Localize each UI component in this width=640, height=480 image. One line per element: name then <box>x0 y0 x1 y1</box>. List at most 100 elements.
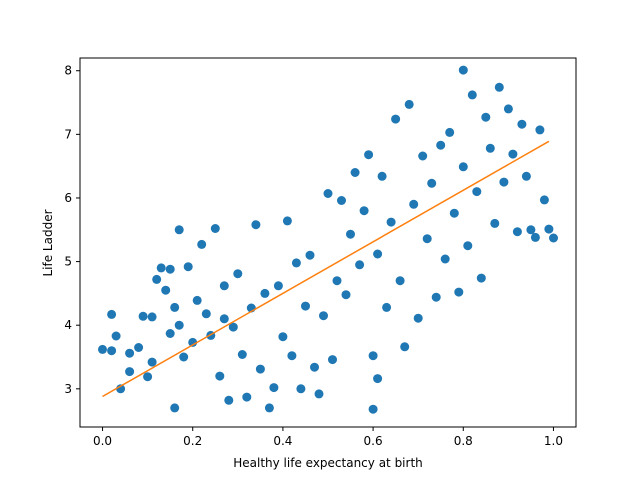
scatter-point <box>382 302 392 312</box>
y-tick-label: 3 <box>64 382 72 396</box>
scatter-point <box>373 374 383 384</box>
x-tick-label: 0.0 <box>93 434 112 448</box>
y-tick-label: 8 <box>64 64 72 78</box>
scatter-point <box>359 206 369 216</box>
scatter-point <box>323 189 333 198</box>
points-layer <box>98 65 558 414</box>
scatter-point <box>188 337 198 347</box>
scatter-point <box>490 218 500 228</box>
scatter-point <box>278 332 288 342</box>
scatter-point <box>476 273 486 283</box>
x-tick-label: 0.2 <box>183 434 202 448</box>
scatter-point <box>454 287 464 297</box>
scatter-point <box>481 112 491 122</box>
scatter-point <box>346 229 355 239</box>
scatter-point <box>125 367 135 377</box>
y-tick-label: 4 <box>64 318 72 332</box>
scatter-point <box>427 178 437 188</box>
scatter-point <box>161 285 171 295</box>
scatter-point <box>377 171 387 181</box>
scatter-point <box>508 149 518 159</box>
scatter-point <box>107 309 117 319</box>
scatter-point <box>165 264 175 274</box>
scatter-point <box>156 263 166 273</box>
scatter-point <box>282 216 292 226</box>
scatter-point <box>418 151 428 161</box>
scatter-point <box>422 234 432 244</box>
scatter-point <box>467 90 477 100</box>
scatter-point <box>179 352 189 362</box>
scatter-point <box>242 392 252 402</box>
scatter-point <box>251 220 261 230</box>
scatter-point <box>233 269 243 279</box>
x-tick-label: 0.6 <box>364 434 383 448</box>
x-tick-label: 1.0 <box>544 434 563 448</box>
scatter-point <box>368 404 378 414</box>
x-tick-label: 0.4 <box>273 434 292 448</box>
scatter-point <box>291 258 301 268</box>
fit-line <box>102 140 550 398</box>
scatter-point <box>472 187 482 197</box>
scatter-point <box>458 65 468 75</box>
scatter-point <box>125 348 135 358</box>
scatter-point <box>350 168 360 177</box>
scatter-point <box>219 281 229 291</box>
y-axis-ticks: 3 4 5 6 7 8 <box>64 64 80 396</box>
scatter-point <box>305 250 315 260</box>
scatter-point <box>287 351 297 361</box>
scatter-point <box>310 362 319 372</box>
scatter-point <box>535 125 545 135</box>
scatter-point <box>228 322 238 332</box>
scatter-point <box>273 281 283 291</box>
scatter-point <box>147 312 157 322</box>
scatter-point <box>319 311 328 321</box>
plot-frame <box>79 57 577 428</box>
y-tick-label: 7 <box>64 127 72 141</box>
scatter-point <box>301 301 310 311</box>
scatter-point <box>404 99 414 109</box>
scatter-point <box>463 241 473 251</box>
scatter-point <box>264 403 274 413</box>
y-tick-label: 6 <box>64 191 72 205</box>
scatter-point <box>530 232 540 242</box>
x-tick-label: 0.8 <box>454 434 473 448</box>
scatter-point <box>170 302 180 312</box>
scatter-point <box>237 350 247 359</box>
scatter-point <box>512 227 522 237</box>
x-axis-label: Healthy life expectancy at birth <box>233 456 423 470</box>
scatter-point <box>116 384 126 394</box>
scatter-point <box>449 208 459 218</box>
scatter-point <box>215 371 225 381</box>
scatter-point <box>138 311 148 321</box>
scatter-point <box>337 196 346 205</box>
scatter-point <box>355 260 365 270</box>
scatter-point <box>134 343 144 352</box>
scatter-point <box>165 329 175 338</box>
scatter-point <box>328 355 337 365</box>
scatter-point <box>395 276 405 286</box>
scatter-point <box>413 313 423 323</box>
scatter-point <box>539 195 549 205</box>
scatter-point <box>368 351 378 361</box>
scatter-point <box>494 82 504 92</box>
scatter-point <box>341 290 351 300</box>
scatter-point <box>436 140 446 150</box>
scatter-point <box>386 217 396 227</box>
scatter-point <box>192 295 202 305</box>
scatter-point <box>111 331 121 341</box>
scatter-point <box>332 276 342 286</box>
scatter-point <box>373 249 383 259</box>
scatter-point <box>499 177 509 187</box>
y-axis-label: Life Ladder <box>41 209 55 276</box>
scatter-point <box>314 389 324 399</box>
scatter-point <box>400 342 410 352</box>
scatter-point <box>174 225 184 235</box>
scatter-point <box>517 119 527 129</box>
scatter-point <box>440 254 450 264</box>
scatter-point <box>143 372 153 382</box>
scatter-point <box>107 346 117 356</box>
scatter-point <box>255 364 265 374</box>
scatter-point <box>174 320 184 330</box>
scatter-point <box>152 274 162 284</box>
